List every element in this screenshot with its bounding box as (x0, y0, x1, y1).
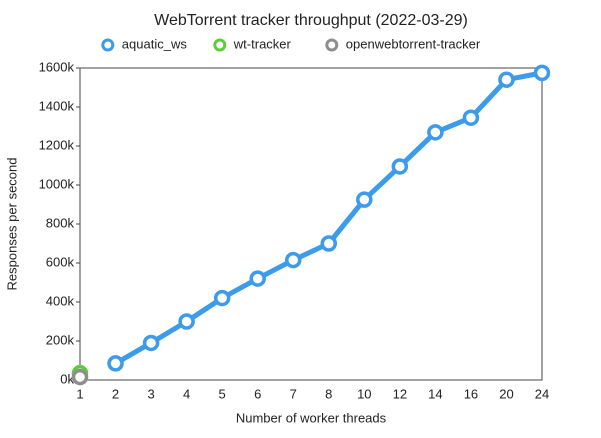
x-tick-label: 6 (254, 386, 261, 401)
data-point (142, 334, 160, 352)
y-tick-label: 200k (46, 332, 75, 347)
y-tick-label: 1600k (39, 59, 75, 74)
x-tick-label: 16 (464, 386, 478, 401)
x-axis-label: Number of worker threads (236, 410, 387, 425)
legend-label: openwebtorrent-tracker (346, 36, 481, 51)
chart-title: WebTorrent tracker throughput (2022-03-2… (154, 12, 468, 29)
data-point (107, 355, 124, 372)
x-tick-label: 12 (393, 386, 407, 401)
y-tick-label: 800k (46, 215, 75, 230)
data-point (178, 313, 195, 330)
x-tick-label: 4 (183, 386, 190, 401)
x-tick-label: 10 (357, 386, 371, 401)
y-tick-label: 600k (46, 254, 75, 269)
y-tick-label: 0k (60, 371, 74, 386)
data-point (213, 289, 231, 307)
y-axis-label: Responses per second (4, 158, 19, 291)
data-point (498, 71, 515, 88)
x-tick-label: 5 (219, 386, 226, 401)
x-tick-label: 3 (147, 386, 154, 401)
data-point (462, 109, 480, 126)
data-point (320, 235, 338, 252)
legend-marker (325, 38, 339, 52)
data-point (391, 158, 409, 175)
x-tick-label: 2 (112, 386, 119, 401)
legend-marker (101, 38, 115, 52)
x-tick-label: 20 (499, 386, 513, 401)
legend-marker (213, 38, 227, 52)
legend-label: wt-tracker (233, 36, 292, 51)
x-tick-label: 8 (325, 386, 332, 401)
x-tick-label: 24 (535, 386, 549, 401)
legend-label: aquatic_ws (122, 36, 188, 51)
y-tick-label: 1200k (39, 137, 75, 152)
data-point (533, 64, 551, 82)
data-point (284, 251, 302, 269)
x-tick-label: 14 (428, 386, 442, 401)
y-tick-label: 400k (46, 293, 75, 308)
y-tick-label: 1000k (39, 176, 75, 191)
data-point (427, 124, 444, 141)
data-point (356, 191, 373, 208)
data-point (249, 270, 266, 287)
x-tick-label: 7 (290, 386, 297, 401)
data-point (71, 368, 89, 386)
y-tick-label: 1400k (39, 98, 75, 113)
x-tick-label: 1 (76, 386, 83, 401)
